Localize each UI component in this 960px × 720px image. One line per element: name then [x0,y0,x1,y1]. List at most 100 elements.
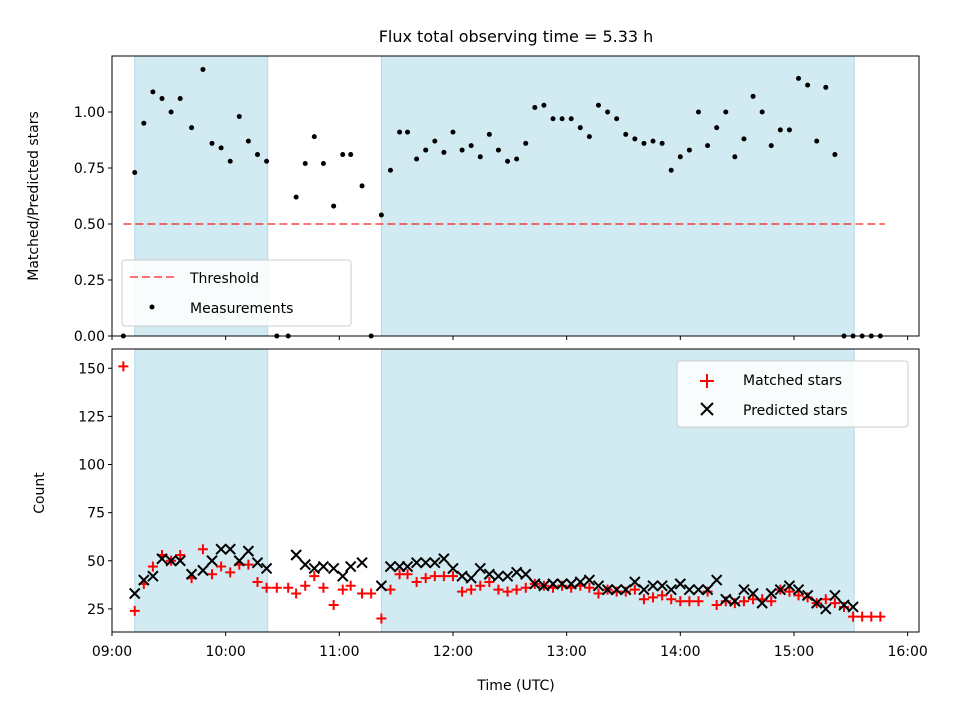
matched-star-point [447,571,458,582]
predicted-star-point [692,583,705,596]
predicted-star-point [665,583,677,596]
matched-star-point [648,592,659,603]
x-tick-label: 14:00 [660,644,700,660]
measurement-point [227,158,233,164]
measurement-point [823,84,829,90]
matched-star-point [784,586,795,597]
matched-star-point [511,584,522,595]
matched-star-point [328,600,339,611]
matched-star-point [629,584,640,595]
predicted-star-point [299,558,311,571]
matched-star-point [820,594,831,605]
predicted-star-point [165,555,177,567]
matched-star-point [402,569,413,580]
measurement-point [786,127,792,133]
x-tick-label: 11:00 [319,644,359,660]
measurement-point [459,147,465,153]
measurement-point [293,194,299,200]
predicted-star-point [829,589,841,602]
measurements-legend-marker [149,304,155,310]
measurement-point [514,156,520,162]
predicted-star-point [206,555,218,567]
measurement-point [218,145,224,151]
top-legend: Threshold Measurements [121,259,352,327]
predicted-legend-label: Predicted stars [743,403,848,419]
predicted-star-point [337,570,349,582]
measurement-point [814,138,820,144]
matched-star-point [766,596,777,607]
matched-star-point [175,549,186,560]
measurement-point [668,167,674,173]
matched-star-point [493,584,504,595]
predicted-star-point [419,556,432,569]
predicted-star-point [574,576,586,588]
measurement-point [714,125,720,131]
measurement-point [705,143,711,149]
bottom-x-axis: 09:00 10:00 11:00 12:00 13:00 14:00 15:00 16:00 [92,632,928,660]
matched-star-point [309,571,320,582]
predicted-star-point [729,595,741,607]
matched-star-point [318,582,329,593]
matched-star-point [376,613,387,624]
measurement-point [659,140,665,146]
measurement-point [414,156,420,162]
predicted-star-point [674,578,687,590]
matched-star-point [738,596,749,607]
bottom-y-tick-label: 25 [87,602,105,618]
measurement-point [550,116,556,122]
measurement-point [423,147,429,153]
matched-stars-series [118,361,886,624]
predicted-star-point [556,578,568,590]
predicted-star-point [610,583,623,596]
matched-star-point [216,561,227,572]
matched-star-point [693,596,704,607]
top-shaded-interval [380,55,855,337]
matched-star-point [300,580,311,591]
measurement-point [750,93,756,99]
matched-star-point [345,580,356,591]
measurement-point [595,102,601,108]
bottom-legend: Matched stars Predicted stars [676,360,909,428]
matched-star-point [291,588,302,599]
measurements-series [120,66,883,339]
predicted-star-point [224,543,236,555]
measurement-point [605,109,611,115]
matched-star-point [857,611,868,622]
predicted-star-point [756,597,768,609]
predicted-star-point [317,560,330,573]
bottom-y-tick-label: 50 [87,554,105,570]
measurement-point [468,143,474,149]
predicted-star-point [601,583,614,596]
matched-star-point [684,596,695,607]
measurement-point [245,138,251,144]
measurement-point [348,152,354,158]
matched-star-point [793,590,804,601]
matched-star-point [283,582,294,593]
predicted-star-point [447,562,459,575]
predicted-star-point [138,574,150,586]
predicted-star-point [838,599,850,611]
predicted-star-point [465,572,477,584]
measurement-point [568,116,574,122]
predicted-star-point [710,574,723,586]
measurement-point [686,147,692,153]
predicted-star-point [520,568,532,580]
measurement-point [189,125,195,131]
bottom-y-tick-label: 125 [78,409,105,425]
measurement-point [477,154,483,160]
x-tick-label: 10:00 [205,644,245,660]
predicted-legend-marker [700,402,714,416]
x-tick-label: 12:00 [433,644,473,660]
predicted-star-point [501,570,514,582]
measurement-point [532,105,538,111]
x-tick-label: 09:00 [92,644,132,660]
bottom-y-tick-label: 100 [78,458,105,474]
predicted-star-point [638,583,650,596]
predicted-star-point [620,583,632,596]
measurement-point [254,152,260,158]
measurement-point [641,140,647,146]
threshold-legend-label: Threshold [189,271,259,287]
bottom-y-tick-label: 150 [78,361,105,377]
predicted-star-point [783,580,796,592]
matched-star-point [657,590,668,601]
